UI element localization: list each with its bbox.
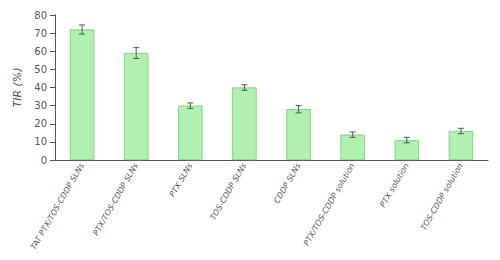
svg-text:PTX SLNs: PTX SLNs xyxy=(168,162,194,199)
svg-text:PTX solution: PTX solution xyxy=(378,162,410,209)
svg-text:50: 50 xyxy=(34,64,47,75)
svg-text:TOS-CDDP solution: TOS-CDDP solution xyxy=(419,162,465,232)
svg-text:TOS-CDDP SLNs: TOS-CDDP SLNs xyxy=(209,162,249,222)
svg-text:10: 10 xyxy=(34,136,47,147)
svg-text:60: 60 xyxy=(34,46,47,57)
svg-text:TAT PTX/TOS-CDDP SLNs: TAT PTX/TOS-CDDP SLNs xyxy=(29,162,86,252)
svg-text:PTX/TOS-CDDP solution: PTX/TOS-CDDP solution xyxy=(302,162,357,248)
svg-text:30: 30 xyxy=(34,100,47,111)
svg-text:20: 20 xyxy=(34,118,47,129)
svg-text:PTX/TOS-CDDP SLNs: PTX/TOS-CDDP SLNs xyxy=(91,162,140,237)
svg-text:CDDP SLNs: CDDP SLNs xyxy=(272,162,302,205)
svg-text:70: 70 xyxy=(34,28,47,39)
svg-text:40: 40 xyxy=(34,82,47,93)
svg-text:0: 0 xyxy=(41,155,47,166)
svg-text:80: 80 xyxy=(34,10,47,21)
svg-text:TIR (%): TIR (%) xyxy=(11,67,24,107)
